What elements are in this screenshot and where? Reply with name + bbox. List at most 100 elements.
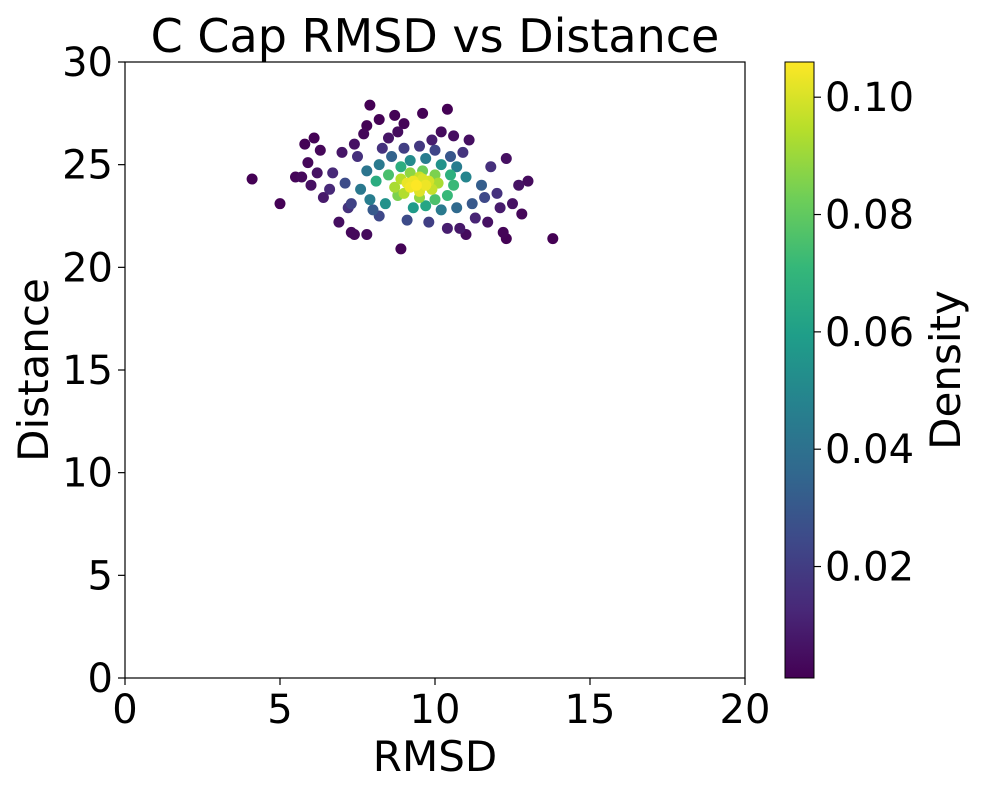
scatter-point <box>420 179 432 191</box>
scatter-point <box>305 179 317 191</box>
scatter-point <box>507 198 518 210</box>
scatter-point <box>358 128 370 140</box>
scatter-point <box>451 202 463 214</box>
colorbar <box>784 61 815 679</box>
scatter-point <box>383 169 394 181</box>
scatter-point <box>274 198 286 210</box>
scatter-point <box>364 194 376 206</box>
scatter-point <box>379 198 391 210</box>
x-axis: 0 5 10 15 20 <box>112 678 770 733</box>
x-tick-label: 15 <box>565 687 616 733</box>
scatter-point <box>469 212 481 224</box>
scatter-point <box>373 159 385 171</box>
scatter-point <box>336 146 348 158</box>
scatter-point <box>398 118 410 130</box>
x-tick-label: 20 <box>720 687 771 733</box>
scatter-point <box>426 134 438 146</box>
scatter-point <box>441 222 453 234</box>
scatter-point <box>327 167 339 179</box>
colorbar-tick-label: 0.10 <box>825 75 914 121</box>
scatter-point <box>317 192 329 204</box>
scatter-point <box>383 132 394 144</box>
scatter-point <box>404 155 416 167</box>
scatter-point <box>395 243 407 255</box>
colorbar-tick-label: 0.02 <box>825 545 914 591</box>
x-tick-label: 0 <box>112 687 137 733</box>
colorbar-tick-label: 0.06 <box>825 310 914 356</box>
scatter-point <box>373 113 385 125</box>
scatter-point <box>410 179 422 191</box>
scatter-point <box>485 161 497 173</box>
scatter-point <box>355 183 367 195</box>
y-tick-label: 0 <box>88 656 113 702</box>
y-tick-label: 15 <box>62 348 113 394</box>
scatter-point <box>454 222 466 234</box>
scatter-point <box>420 200 432 212</box>
scatter-point <box>386 150 398 162</box>
scatter-point <box>398 142 410 154</box>
scatter-point <box>392 126 404 138</box>
colorbar-axis: 0.02 0.04 0.06 0.08 0.10 <box>814 75 914 591</box>
scatter-point <box>401 214 413 226</box>
scatter-point <box>345 198 357 210</box>
scatter-point <box>302 157 314 169</box>
scatter-point <box>339 177 351 189</box>
colorbar-tick-label: 0.04 <box>825 427 914 473</box>
scatter-point <box>311 167 323 179</box>
scatter-point <box>479 192 491 204</box>
scatter-point <box>445 150 456 162</box>
scatter-point <box>364 99 376 111</box>
scatter-point <box>361 228 373 240</box>
scatter-point <box>445 169 456 181</box>
scatter-point <box>324 183 336 195</box>
x-tick-label: 5 <box>267 687 292 733</box>
points-layer <box>246 99 559 255</box>
scatter-point <box>441 103 453 115</box>
scatter-point <box>482 216 494 228</box>
scatter-point <box>314 144 326 156</box>
scatter-point <box>376 142 388 154</box>
scatter-point <box>296 171 308 183</box>
y-tick-label: 20 <box>62 245 113 291</box>
scatter-point <box>516 208 528 220</box>
scatter-point <box>451 161 463 173</box>
colorbar-tick-label: 0.08 <box>825 193 914 239</box>
scatter-point <box>417 107 429 119</box>
colorbar-title: Density <box>921 290 970 450</box>
scatter-point <box>389 181 401 193</box>
scatter-point <box>345 226 357 238</box>
x-axis-title: RMSD <box>373 732 497 781</box>
y-tick-label: 10 <box>62 451 113 497</box>
y-axis: 0 5 10 15 20 25 30 <box>62 40 125 702</box>
scatter-point <box>423 216 435 228</box>
scatter-point <box>448 130 460 142</box>
scatter-point <box>476 179 487 191</box>
scatter-point <box>361 165 373 177</box>
scatter-point <box>395 161 407 173</box>
scatter-point <box>299 138 311 150</box>
scatter-point <box>457 146 469 158</box>
scatter-point <box>441 189 453 201</box>
scatter-point <box>547 233 559 245</box>
scatter-point <box>491 187 503 199</box>
scatter-point <box>389 109 401 121</box>
scatter-point <box>246 173 258 185</box>
scatter-point <box>414 140 425 152</box>
scatter-point <box>522 175 534 187</box>
chart-title: C Cap RMSD vs Distance <box>151 9 720 63</box>
scatter-point <box>370 175 382 187</box>
scatter-point <box>429 194 441 206</box>
y-tick-label: 30 <box>62 40 113 86</box>
scatter-point <box>308 132 320 144</box>
y-tick-label: 5 <box>88 553 113 599</box>
scatter-point <box>500 153 512 165</box>
y-axis-title: Distance <box>9 278 58 462</box>
scatter-point <box>497 226 509 238</box>
scatter-point <box>513 179 525 191</box>
y-tick-label: 25 <box>62 143 113 189</box>
scatter-point <box>420 153 432 165</box>
x-tick-label: 10 <box>410 687 461 733</box>
scatter-point <box>463 134 475 146</box>
scatter-point <box>352 150 363 162</box>
